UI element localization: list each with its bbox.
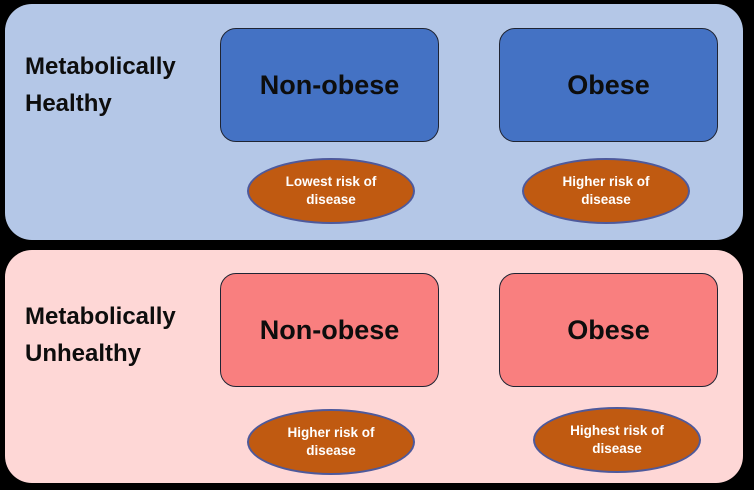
box-unhealthy-obese: Obese (499, 273, 718, 387)
risk-ellipse-healthy-non-obese: Lowest risk of disease (247, 158, 415, 224)
risk-ellipse-unhealthy-non-obese: Higher risk of disease (247, 409, 415, 475)
risk-ellipse-unhealthy-obese: Highest risk of disease (533, 407, 701, 473)
box-healthy-non-obese: Non-obese (220, 28, 439, 142)
box-healthy-obese: Obese (499, 28, 718, 142)
panel-metabolically-healthy: Metabolically Healthy Non-obese Obese Lo… (5, 4, 743, 240)
panel-label-metabolically-unhealthy: Metabolically Unhealthy (25, 303, 176, 368)
box-unhealthy-non-obese: Non-obese (220, 273, 439, 387)
panel-metabolically-unhealthy: Metabolically Unhealthy Non-obese Obese … (5, 250, 743, 483)
panel-label-metabolically-healthy: Metabolically Healthy (25, 53, 176, 118)
risk-ellipse-healthy-obese: Higher risk of disease (522, 158, 690, 224)
